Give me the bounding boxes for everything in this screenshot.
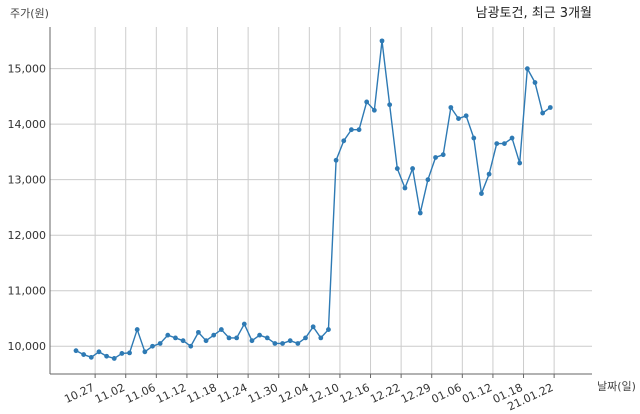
price-data-point xyxy=(509,135,515,141)
price-data-point xyxy=(333,157,339,163)
grid xyxy=(50,27,592,374)
price-data-point xyxy=(471,135,477,141)
price-data-point xyxy=(295,341,301,346)
x-tick-label: 11.12 xyxy=(154,381,188,406)
price-data-point xyxy=(104,353,109,359)
price-data-point xyxy=(502,141,507,146)
y-tick-label: 12,000 xyxy=(8,229,47,242)
price-data-point xyxy=(356,127,362,133)
x-tick-label: 11.02 xyxy=(93,381,127,406)
x-tick-label: 11.30 xyxy=(246,381,280,406)
x-tick-label: 11.24 xyxy=(215,381,249,406)
y-tick-label: 15,000 xyxy=(8,63,47,76)
price-data-point xyxy=(241,321,247,327)
price-data-point xyxy=(371,107,377,113)
price-data-point xyxy=(517,160,523,166)
price-data-point xyxy=(524,66,530,72)
price-data-point xyxy=(364,99,370,105)
price-data-point xyxy=(211,332,217,338)
series-layer xyxy=(73,38,553,361)
y-tick-label: 14,000 xyxy=(8,118,47,131)
price-data-point xyxy=(134,327,140,332)
price-data-point xyxy=(456,116,461,122)
price-data-point xyxy=(150,343,155,349)
price-data-point xyxy=(547,105,553,110)
price-data-point xyxy=(257,332,262,338)
price-data-point xyxy=(111,356,117,361)
x-tick-label: 01.06 xyxy=(430,381,464,406)
price-data-point xyxy=(180,338,186,344)
price-data-point xyxy=(417,210,423,216)
price-data-point xyxy=(264,335,270,341)
price-data-point xyxy=(394,166,400,171)
price-data-point xyxy=(318,335,324,341)
x-tick-label: 12.04 xyxy=(277,381,311,406)
price-data-point xyxy=(234,335,240,341)
price-data-point xyxy=(387,102,393,108)
y-tick-label: 11,000 xyxy=(8,285,47,298)
price-data-point xyxy=(73,348,79,354)
x-tick-label: 01.12 xyxy=(460,381,494,406)
price-data-point xyxy=(540,110,546,116)
price-data-point xyxy=(486,171,492,177)
x-tick-label: 11.06 xyxy=(124,381,158,406)
price-data-point xyxy=(249,338,255,344)
y-tick-label: 10,000 xyxy=(8,340,47,353)
price-data-point xyxy=(494,141,500,146)
tick-labels: 10,000 11,000 12,000 13,000 14,000 15,000 10.2… xyxy=(8,63,556,414)
price-data-point xyxy=(349,127,354,133)
price-data-point xyxy=(479,191,484,196)
x-tick-label: 11.18 xyxy=(185,381,219,406)
price-data-point xyxy=(218,327,224,332)
x-axis-title: 날짜(일) xyxy=(597,379,636,393)
x-tick-label: 12.10 xyxy=(307,381,341,406)
price-data-point xyxy=(310,324,316,330)
price-data-point xyxy=(463,113,469,119)
x-tick-label: 12.29 xyxy=(399,381,433,406)
price-data-point xyxy=(303,335,308,341)
price-data-point xyxy=(532,80,538,85)
price-data-point xyxy=(119,351,125,356)
price-data-point xyxy=(341,138,347,144)
y-axis-title: 주가(원) xyxy=(10,7,49,20)
price-data-point xyxy=(402,185,408,191)
price-data-point xyxy=(226,335,232,341)
x-tick-label: 12.16 xyxy=(338,381,372,406)
x-tick-label: 10.27 xyxy=(62,381,96,406)
price-data-point xyxy=(410,166,415,171)
price-data-point xyxy=(272,341,278,346)
price-data-point xyxy=(196,329,201,335)
price-data-point xyxy=(165,332,171,338)
price-data-point xyxy=(88,354,94,360)
price-data-point xyxy=(425,177,431,183)
price-data-point xyxy=(96,349,102,355)
price-data-point xyxy=(188,343,194,349)
price-data-point xyxy=(81,352,87,357)
price-data-point xyxy=(379,38,385,44)
price-data-point xyxy=(440,152,446,158)
price-data-point xyxy=(448,105,454,110)
axes xyxy=(49,27,592,378)
price-data-point xyxy=(127,350,132,356)
y-tick-label: 13,000 xyxy=(8,174,47,187)
x-tick-label: 12.22 xyxy=(368,381,402,406)
price-data-point xyxy=(157,341,163,346)
price-data-point xyxy=(142,349,148,355)
price-data-point xyxy=(326,327,331,332)
price-data-point xyxy=(433,155,438,160)
price-data-point xyxy=(173,335,178,341)
price-data-point xyxy=(287,338,293,344)
price-data-point xyxy=(280,341,285,346)
chart-title: 남광토건, 최근 3개월 xyxy=(476,6,592,21)
price-series-line xyxy=(75,40,551,360)
price-data-point xyxy=(203,338,209,344)
